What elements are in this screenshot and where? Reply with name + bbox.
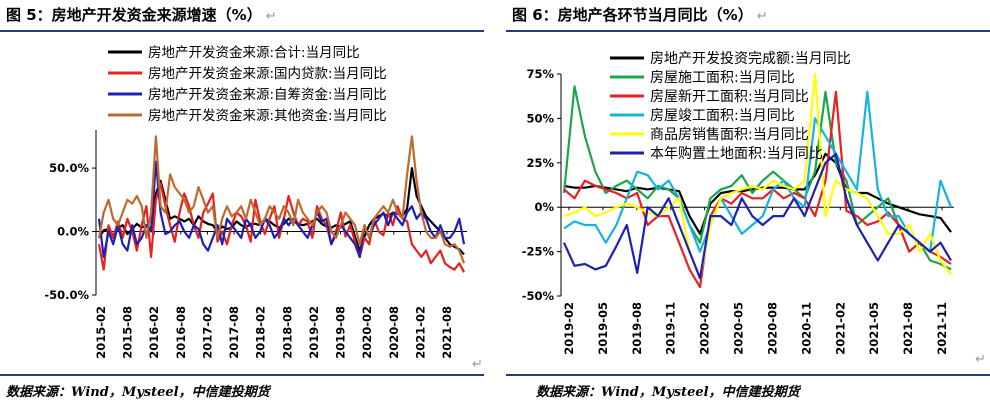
x-tick-label: 2015-02 (94, 306, 108, 359)
x-tick-label: 2020-08 (765, 302, 779, 355)
chart-title-right-text: 图 6：房地产各环节当月同比（%） (512, 6, 753, 24)
x-tick-label: 2021-02 (833, 302, 847, 355)
legend-label: 本年购置土地面积:当月同比 (650, 146, 823, 162)
x-tick-label: 2018-02 (254, 306, 268, 359)
source-note-left: 数据来源：Wind，Mysteel，中信建投期货 (6, 385, 270, 400)
chart-title-left-text: 图 5：房地产开发资金来源增速（%） (6, 6, 262, 24)
x-tick-label: 2017-02 (200, 306, 214, 359)
chart-left: -50.0% 0.0% 50.0% 2015-02 2015-08 2016-02 2016… (44, 45, 467, 359)
x-tick-label: 2019-05 (596, 302, 610, 355)
return-mark-right-bottom: ↵ (975, 352, 986, 367)
chart-right: -50% -25% 0% 25% 50% 75% 2019-02 2019-05 2019-08… (522, 51, 954, 355)
legend-label: 房屋竣工面积:当月同比 (650, 108, 795, 124)
legend-label: 房地产开发资金来源:国内贷款:当月同比 (148, 66, 387, 82)
x-tick-label: 2020-02 (360, 306, 374, 359)
x-tick-label: 2019-08 (630, 302, 644, 355)
footer-rule-right (506, 374, 990, 376)
y-tick-label: 0.0% (57, 225, 89, 239)
x-tick-label: 2020-11 (799, 302, 813, 355)
chart-title-left: 图 5：房地产开发资金来源增速（%） ↵ (6, 4, 277, 25)
legend-label: 房地产开发资金来源:自筹资金:当月同比 (148, 86, 387, 103)
x-tick-label: 2021-11 (935, 302, 949, 355)
return-mark: ↵ (756, 9, 768, 24)
series-line-6 (562, 152, 952, 280)
x-tick-label: 2021-08 (901, 302, 915, 355)
legend-label: 房地产开发资金来源:其他资金:当月同比 (148, 108, 387, 124)
x-tick-label: 2019-02 (562, 302, 576, 355)
return-mark: ↵ (265, 9, 277, 24)
y-tick-label: -25% (522, 245, 555, 259)
title-rule-left (0, 30, 484, 32)
y-tick-label: 50% (526, 111, 554, 125)
y-tick-label: 25% (526, 156, 554, 170)
x-tick-label: 2019-11 (664, 302, 678, 355)
y-tick-label: 75% (526, 67, 554, 81)
y-tick-label: 0% (534, 200, 554, 214)
x-tick-label: 2017-08 (227, 306, 241, 359)
legend-label: 房屋施工面积:当月同比 (650, 70, 795, 86)
x-tick-label: 2016-08 (174, 306, 188, 359)
chart-title-right: 图 6：房地产各环节当月同比（%） ↵ (512, 4, 768, 25)
x-tick-label: 2020-02 (698, 302, 712, 355)
x-tick-label: 2015-08 (121, 306, 135, 359)
series-line-5 (563, 72, 952, 280)
return-mark-left-bottom: ↵ (472, 357, 483, 372)
legend-label: 房地产开发投资完成额:当月同比 (650, 51, 851, 67)
x-tick-label: 2021-05 (867, 302, 881, 355)
x-tick-label: 2020-05 (732, 302, 746, 355)
y-tick-label: -50% (522, 289, 555, 303)
x-tick-label: 2018-08 (280, 306, 294, 359)
source-note-right: 数据来源：Wind，Mysteel，中信建投期货 (536, 385, 800, 400)
series-line-4 (97, 135, 466, 264)
title-rule-right (506, 30, 990, 32)
legend-label: 商品房销售面积:当月同比 (650, 127, 809, 143)
x-tick-label: 2019-08 (334, 306, 348, 359)
legend-label: 房屋新开工面积:当月同比 (650, 89, 809, 105)
footer-rule-left (0, 374, 484, 376)
x-tick-label: 2021-08 (440, 306, 454, 359)
x-tick-label: 2019-02 (307, 306, 321, 359)
x-tick-label: 2016-02 (147, 306, 161, 359)
x-tick-label: 2021-02 (413, 306, 427, 359)
x-tick-label: 2020-08 (387, 306, 401, 359)
legend-label: 房地产开发资金来源:合计:当月同比 (148, 45, 360, 61)
y-tick-label: -50.0% (44, 288, 89, 302)
y-tick-label: 50.0% (49, 161, 89, 175)
